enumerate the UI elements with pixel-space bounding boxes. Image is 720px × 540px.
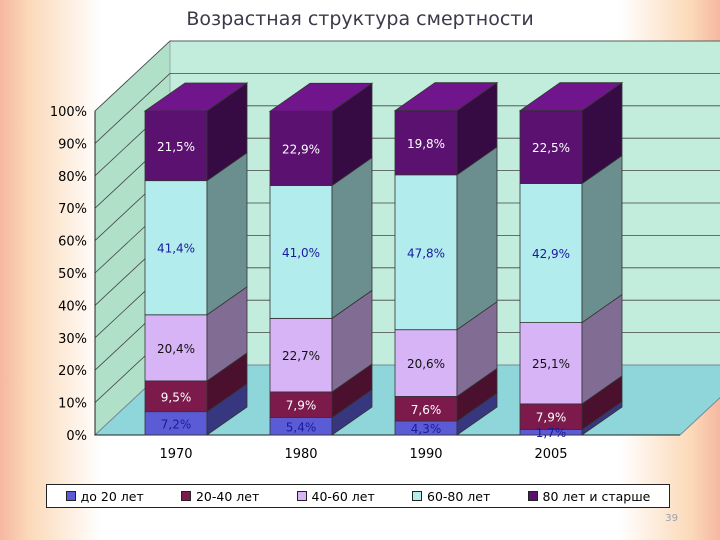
y-tick-label: 100% [50,105,87,120]
y-tick-label: 0% [66,429,87,444]
bar-top [268,82,374,112]
data-label: 20,6% [407,357,445,371]
page-number: 39 [665,513,678,524]
page-title: Возрастная структура смертности [186,8,534,30]
bar-segment [269,110,333,186]
data-label: 7,6% [411,403,442,417]
data-label: 20,4% [157,342,195,356]
gridline [94,40,720,112]
legend-label: 60-80 лет [427,488,491,504]
bar-segment [144,180,208,316]
bar-segment [269,391,333,418]
x-tick-label: 1980 [284,447,317,462]
data-label: 4,3% [411,422,442,436]
y-tick-label: 40% [58,299,87,314]
data-label: 42,9% [532,247,570,261]
x-tick-label: 2005 [534,447,567,462]
legend-swatch [180,491,191,501]
bar-segment [394,329,458,397]
data-label: 5,4% [286,420,317,434]
x-tick-label: 1970 [159,447,192,462]
legend-item: 60-80 лет [412,489,490,504]
y-tick-label: 60% [58,235,87,250]
legend-label: 40-60 лет [311,488,375,504]
legend-item: 20-40 лет [180,488,260,504]
data-label: 22,9% [282,142,320,156]
chart-legend: до 20 лет 20-40 лет 40-60 лет 60-80 лет 80 л… [46,484,670,508]
bar-segment [394,174,458,331]
data-label: 7,9% [536,411,567,425]
data-label: 41,4% [157,242,195,256]
y-tick-label: 80% [58,170,87,185]
y-tick-label: 70% [58,202,87,217]
y-tick-label: 30% [58,332,87,347]
chart-svg: 0% 10% 20% 30% 40% 50% 60% 70% 80% 90% 100% 7,2% 9,5… [50,39,720,462]
legend-item: до 20 лет [65,488,144,504]
data-label: 22,5% [532,141,570,155]
gridline [94,73,720,144]
data-label: 22,7% [282,349,320,363]
y-tick-label: 20% [58,364,87,379]
legend-label: 80 лет и старше [542,488,651,504]
data-label: 7,9% [286,399,317,413]
bar-segment-side [581,154,623,324]
y-tick-label: 90% [58,137,87,152]
legend-item: 40-60 лет [296,488,375,504]
legend-label: 20-40 лет [195,488,260,504]
data-label: 41,0% [282,246,320,260]
legend-swatch [527,491,538,501]
bar-top [518,82,624,112]
bar-segment-side [206,151,248,316]
bar-top [143,82,249,112]
y-tick-label: 10% [58,397,87,412]
data-label: 21,5% [157,140,195,154]
data-label: 7,2% [161,417,192,431]
legend-swatch [412,491,423,501]
x-tick-label: 1990 [409,447,442,462]
legend-item: 80 лет и старше [527,488,651,504]
legend-swatch [65,491,76,501]
bar-segment [144,380,208,413]
data-label: 1,7% [536,426,567,440]
data-label: 9,5% [161,390,192,404]
legend-label: до 20 лет [80,488,144,504]
bar-segment [519,403,583,430]
bar-segment [269,317,333,393]
y-tick-label: 50% [58,267,87,282]
bar-segment-side [456,146,498,331]
bar-top [393,82,499,112]
legend-swatch [296,491,307,501]
bar-segment [519,183,583,323]
data-label: 25,1% [532,357,570,371]
bar-segment [144,314,208,382]
bar-segment [144,110,208,182]
data-label: 47,8% [407,246,445,260]
data-label: 19,8% [407,137,445,151]
